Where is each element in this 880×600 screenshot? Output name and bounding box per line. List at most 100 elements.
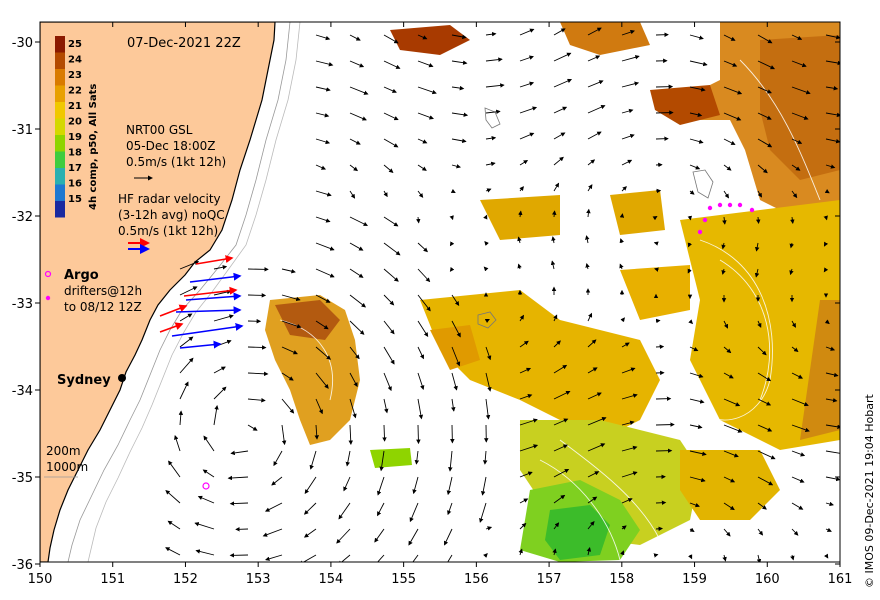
velocity-arrow bbox=[689, 60, 708, 67]
colorbar-swatch bbox=[55, 118, 65, 135]
velocity-arrow bbox=[485, 109, 501, 115]
velocity-arrow bbox=[349, 190, 356, 199]
velocity-arrow bbox=[587, 392, 602, 400]
velocity-arrow bbox=[621, 186, 627, 192]
velocity-arrow bbox=[349, 398, 357, 419]
velocity-arrow bbox=[689, 138, 704, 144]
velocity-arrow bbox=[315, 320, 329, 330]
velocity-arrow bbox=[791, 112, 809, 120]
velocity-arrow bbox=[482, 450, 488, 465]
velocity-arrow bbox=[179, 336, 194, 348]
velocity-arrow bbox=[757, 528, 764, 536]
velocity-arrow bbox=[179, 357, 194, 374]
velocity-arrow bbox=[179, 286, 198, 296]
velocity-arrow bbox=[485, 57, 503, 62]
velocity-arrow bbox=[519, 418, 538, 426]
velocity-arrow bbox=[823, 267, 829, 273]
velocity-arrow bbox=[447, 554, 453, 562]
velocity-arrow bbox=[383, 346, 395, 365]
land-mass bbox=[40, 22, 276, 562]
velocity-arrow bbox=[791, 138, 803, 144]
x-tick-label: 150 bbox=[28, 572, 53, 587]
velocity-arrow bbox=[447, 502, 453, 516]
velocity-arrow bbox=[791, 528, 799, 536]
velocity-arrow bbox=[587, 339, 597, 348]
velocity-arrow bbox=[723, 476, 736, 483]
velocity-arrow bbox=[484, 241, 489, 246]
velocity-arrow bbox=[790, 216, 795, 224]
velocity-arrow bbox=[377, 476, 385, 496]
velocity-arrow bbox=[519, 106, 538, 114]
velocity-arrow bbox=[485, 398, 491, 420]
velocity-arrow bbox=[315, 398, 323, 415]
velocity-arrow bbox=[349, 86, 369, 95]
velocity-arrow bbox=[723, 112, 742, 121]
velocity-arrow bbox=[723, 164, 732, 171]
x-tick-label: 161 bbox=[828, 572, 853, 587]
velocity-arrow bbox=[383, 34, 399, 44]
velocity-arrow bbox=[343, 476, 351, 492]
velocity-arrow bbox=[689, 398, 705, 404]
velocity-arrow bbox=[213, 289, 232, 296]
legend-drifter-symbol bbox=[45, 295, 51, 301]
velocity-arrow bbox=[655, 422, 675, 427]
velocity-arrow bbox=[756, 216, 761, 224]
x-tick-label: 152 bbox=[173, 572, 198, 587]
velocity-arrow bbox=[723, 528, 731, 537]
velocity-arrow bbox=[553, 182, 560, 192]
velocity-arrow bbox=[824, 319, 830, 325]
velocity-arrow bbox=[451, 34, 467, 40]
credit-text: © IMOS 09-Dec-2021 19:04 Hobart bbox=[863, 393, 876, 588]
velocity-arrow bbox=[178, 410, 184, 426]
velocity-arrow bbox=[281, 372, 294, 381]
velocity-arrow bbox=[789, 242, 794, 249]
velocity-arrow bbox=[519, 444, 539, 452]
argo-float bbox=[202, 482, 210, 490]
velocity-arrow bbox=[621, 342, 630, 348]
island-east bbox=[692, 169, 714, 199]
hf-radar-vectors bbox=[159, 255, 244, 349]
velocity-arrow bbox=[689, 346, 699, 352]
velocity-arrow bbox=[553, 364, 568, 374]
velocity-arrow bbox=[519, 498, 529, 504]
velocity-arrow bbox=[213, 265, 228, 270]
velocity-arrow bbox=[587, 521, 595, 530]
colorbar-swatch bbox=[55, 36, 65, 53]
sst-patch-top3 bbox=[650, 85, 720, 125]
legend-200m: 200m bbox=[46, 444, 81, 458]
velocity-arrow bbox=[247, 424, 258, 431]
velocity-arrow bbox=[689, 424, 703, 429]
y-tick-label: -33 bbox=[12, 297, 33, 312]
velocity-arrow bbox=[689, 190, 695, 195]
colorbar-swatch bbox=[55, 102, 65, 119]
velocity-arrow bbox=[485, 526, 493, 531]
velocity-arrow bbox=[791, 424, 810, 433]
velocity-arrow bbox=[519, 522, 527, 530]
velocity-arrow bbox=[791, 450, 806, 457]
velocity-arrow bbox=[518, 210, 523, 218]
x-tick-label: 155 bbox=[391, 572, 416, 587]
velocity-arrow bbox=[449, 215, 454, 221]
velocity-arrow bbox=[825, 372, 839, 378]
velocity-arrow bbox=[553, 314, 558, 322]
velocity-arrow bbox=[417, 398, 424, 420]
velocity-arrow bbox=[227, 475, 249, 481]
velocity-arrow bbox=[281, 294, 301, 302]
colorbar-swatch bbox=[55, 135, 65, 152]
velocity-arrow bbox=[789, 268, 794, 276]
velocity-arrow bbox=[417, 60, 434, 68]
velocity-arrow bbox=[247, 398, 266, 403]
velocity-arrow bbox=[756, 554, 762, 562]
velocity-arrow bbox=[202, 469, 215, 478]
legend-argo-symbol bbox=[44, 270, 52, 278]
velocity-arrow bbox=[687, 268, 692, 274]
velocity-arrow bbox=[315, 112, 330, 118]
velocity-arrow bbox=[553, 78, 573, 88]
velocity-arrow bbox=[349, 242, 364, 251]
velocity-arrow bbox=[757, 164, 768, 174]
velocity-arrow bbox=[281, 424, 287, 446]
legend-gsl-line3: 0.5m/s (1kt 12h) bbox=[126, 155, 226, 169]
velocity-arrow bbox=[417, 112, 434, 120]
velocity-arrow bbox=[485, 188, 492, 193]
velocity-arrow bbox=[791, 86, 811, 95]
